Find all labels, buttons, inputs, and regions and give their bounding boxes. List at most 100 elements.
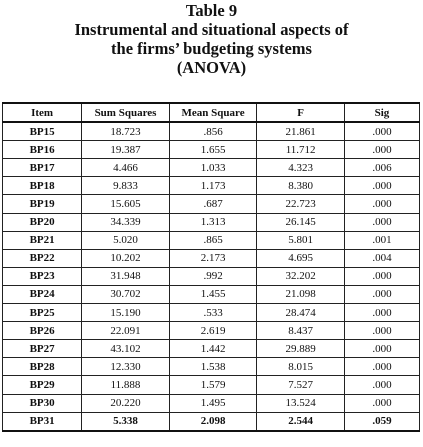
cell-item: BP24 xyxy=(1,284,83,305)
cell-sum-squares: 22.091 xyxy=(81,321,170,341)
table-row: BP15 18.723.856 21.861.000 xyxy=(1,121,421,142)
cell-f: 4.695 xyxy=(256,248,345,268)
cell-sum-squares: 34.339 xyxy=(81,212,170,232)
cell-f: 29.889 xyxy=(256,339,345,359)
cell-mean-square: .687 xyxy=(168,194,258,214)
table-row: BP24 30.702 1.455 21.098.000 xyxy=(1,284,421,305)
cell-item: BP16 xyxy=(1,140,83,160)
table-row: BP29 11.888 1.579 7.527.000 xyxy=(1,375,421,395)
cell-sig: .000 xyxy=(343,321,421,341)
cell-sum-squares: 43.102 xyxy=(81,339,170,359)
cell-sig: .000 xyxy=(343,266,421,286)
table-row: BP16 19.387 1.655 11.712.000 xyxy=(1,140,421,160)
cell-f: 28.474 xyxy=(256,303,345,323)
cell-sum-squares: 12.330 xyxy=(81,357,170,377)
cell-sig: .001 xyxy=(343,230,421,250)
cell-item: BP27 xyxy=(1,339,83,359)
cell-f: 21.098 xyxy=(256,284,345,305)
cell-sum-squares: 15.605 xyxy=(81,194,170,214)
column-header-item: Item xyxy=(1,101,83,124)
cell-mean-square: 1.442 xyxy=(168,339,258,359)
cell-sig: .004 xyxy=(343,248,421,268)
table-row: BP26 22.091 2.619 8.437.000 xyxy=(1,321,421,341)
cell-sum-squares: 15.190 xyxy=(81,303,170,323)
cell-item: BP19 xyxy=(1,194,83,214)
cell-item: BP25 xyxy=(1,303,83,323)
table-row: BP28 12.330 1.538 8.015.000 xyxy=(1,357,421,377)
cell-sig: .000 xyxy=(343,393,421,413)
cell-mean-square: 1.579 xyxy=(168,375,258,395)
cell-mean-square: .992 xyxy=(168,266,258,286)
table-row: BP22 10.202 2.173 4.695.004 xyxy=(1,248,421,268)
table-number: Table 9 xyxy=(185,1,238,20)
cell-item: BP26 xyxy=(1,321,83,341)
cell-f: 5.801 xyxy=(256,230,345,250)
cell-item: BP15 xyxy=(1,121,83,142)
table-row: BP27 43.102 1.442 29.889.000 xyxy=(1,339,421,359)
table-title-line-3: (ANOVA) xyxy=(176,58,247,77)
cell-item: BP29 xyxy=(1,375,83,395)
cell-sig: .000 xyxy=(343,194,421,214)
cell-sig: .000 xyxy=(343,212,421,232)
table-caption: Table 9 Instrumental and situational asp… xyxy=(0,0,423,77)
cell-mean-square: 2.098 xyxy=(168,411,258,432)
table-row: BP31 5.338 2.098 2.544.059 xyxy=(1,411,421,432)
cell-f: 13.524 xyxy=(256,393,345,413)
cell-item: BP20 xyxy=(1,212,83,232)
table-title-line-1: Instrumental and situational aspects of xyxy=(74,20,349,39)
cell-sig: .000 xyxy=(343,303,421,323)
cell-item: BP18 xyxy=(1,176,83,196)
cell-f: 21.861 xyxy=(256,121,345,142)
cell-sum-squares: 11.888 xyxy=(81,375,170,395)
cell-sum-squares: 30.702 xyxy=(81,284,170,305)
cell-sum-squares: 9.833 xyxy=(81,176,170,196)
cell-item: BP30 xyxy=(1,393,83,413)
cell-f: 26.145 xyxy=(256,212,345,232)
cell-mean-square: 1.313 xyxy=(168,212,258,232)
table-row: BP25 15.190.533 28.474.000 xyxy=(1,303,421,323)
cell-f: 8.015 xyxy=(256,357,345,377)
column-header-f: F xyxy=(256,101,345,124)
cell-f: 22.723 xyxy=(256,194,345,214)
cell-sum-squares: 5.338 xyxy=(81,411,170,432)
cell-f: 7.527 xyxy=(256,375,345,395)
table-header-row: Item Sum Squares Mean Square F Sig xyxy=(1,101,421,124)
table-row: BP19 15.605.687 22.723.000 xyxy=(1,194,421,214)
table-row: BP17 4.466 1.033 4.323.006 xyxy=(1,158,421,178)
table-row: BP23 31.948.992 32.202.000 xyxy=(1,266,421,286)
cell-mean-square: .533 xyxy=(168,303,258,323)
table-row: BP18 9.833 1.173 8.380.000 xyxy=(1,176,421,196)
cell-mean-square: 1.033 xyxy=(168,158,258,178)
cell-sum-squares: 10.202 xyxy=(81,248,170,268)
cell-f: 8.380 xyxy=(256,176,345,196)
cell-item: BP31 xyxy=(1,411,83,432)
cell-sig: .000 xyxy=(343,121,421,142)
column-header-sum-squares: Sum Squares xyxy=(81,101,170,124)
cell-mean-square: 1.538 xyxy=(168,357,258,377)
cell-sum-squares: 4.466 xyxy=(81,158,170,178)
cell-f: 11.712 xyxy=(256,140,345,160)
cell-f: 8.437 xyxy=(256,321,345,341)
table-title-line-2: the firms’ budgeting systems xyxy=(111,39,312,58)
cell-item: BP21 xyxy=(1,230,83,250)
cell-sig: .000 xyxy=(343,140,421,160)
anova-table: Item Sum Squares Mean Square F Sig BP15 1… xyxy=(1,101,421,432)
cell-sum-squares: 18.723 xyxy=(81,121,170,142)
cell-mean-square: 1.173 xyxy=(168,176,258,196)
cell-sum-squares: 5.020 xyxy=(81,230,170,250)
cell-item: BP17 xyxy=(1,158,83,178)
cell-sig: .000 xyxy=(343,375,421,395)
cell-mean-square: 1.655 xyxy=(168,140,258,160)
cell-sig: .000 xyxy=(343,357,421,377)
cell-sig: .000 xyxy=(343,339,421,359)
cell-sum-squares: 20.220 xyxy=(81,393,170,413)
table-body: BP15 18.723.856 21.861.000 BP16 19.387 1.655 1… xyxy=(1,121,421,432)
cell-sum-squares: 31.948 xyxy=(81,266,170,286)
cell-mean-square: 1.495 xyxy=(168,393,258,413)
table-row: BP21 5.020.865 5.801.001 xyxy=(1,230,421,250)
cell-f: 32.202 xyxy=(256,266,345,286)
cell-f: 2.544 xyxy=(256,411,345,432)
cell-item: BP28 xyxy=(1,357,83,377)
cell-mean-square: 2.173 xyxy=(168,248,258,268)
column-header-mean-square: Mean Square xyxy=(168,101,258,124)
